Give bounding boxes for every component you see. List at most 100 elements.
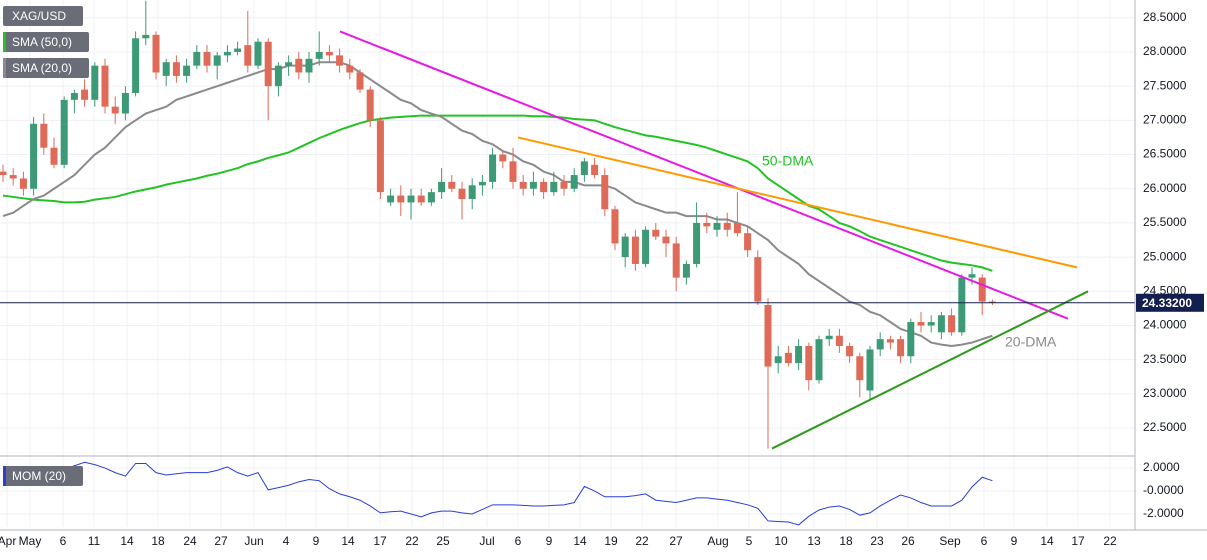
last-price-tag	[1136, 293, 1204, 312]
candle-body	[703, 222, 711, 227]
candle-body	[285, 62, 293, 66]
candle-body	[509, 161, 517, 182]
candle-body	[876, 339, 884, 350]
annotation: 20-DMA	[1005, 334, 1057, 350]
candle-body	[81, 89, 89, 100]
x-tick-label: 25	[436, 534, 450, 548]
x-tick-label: 19	[604, 534, 618, 548]
y-tick-label: 2.0000	[1143, 460, 1180, 474]
candle-body	[682, 263, 690, 278]
candle-body	[397, 195, 405, 203]
y-tick-label: 23.5000	[1143, 352, 1187, 366]
moving-average-line	[2, 61, 993, 348]
candle-body	[591, 164, 599, 176]
x-tick-label: 4	[283, 534, 290, 548]
y-tick-label: 24.0000	[1143, 318, 1187, 332]
x-tick-label: 10	[774, 534, 788, 548]
x-tick-label: Jul	[479, 534, 494, 548]
candle-body	[387, 195, 395, 203]
candle-body	[132, 38, 140, 93]
candle-body	[662, 236, 670, 244]
candle-body	[19, 178, 27, 189]
candle-body	[274, 65, 282, 87]
y-tick-label: 27.0000	[1143, 113, 1187, 127]
candle-body	[366, 89, 374, 121]
x-tick-label: 9	[313, 534, 320, 548]
candle-body	[489, 154, 497, 182]
candle-body	[325, 51, 333, 56]
x-tick-label: 14	[1040, 534, 1054, 548]
momentum-line	[2, 461, 993, 526]
trendline	[771, 290, 1089, 450]
candle-body	[70, 92, 78, 100]
x-tick-label: May	[19, 534, 42, 548]
candle-body	[91, 65, 99, 100]
candle-body	[438, 181, 446, 193]
y-tick-label: 26.5000	[1143, 147, 1187, 161]
y-tick-label: -0.0000	[1143, 483, 1184, 497]
x-tick-label: 26	[901, 534, 915, 548]
candle-body	[733, 222, 741, 234]
x-tick-label: Aug	[707, 534, 728, 548]
candle-body	[223, 51, 231, 56]
x-tick-label: 6	[981, 534, 988, 548]
candle-body	[560, 181, 568, 189]
candle-body	[815, 339, 823, 381]
legend-box	[3, 58, 89, 78]
candle-body	[784, 352, 792, 364]
candle-body	[121, 92, 129, 114]
candle-body	[417, 195, 425, 203]
candle-body	[693, 222, 701, 264]
candle-body	[427, 192, 435, 203]
candle-body	[835, 335, 843, 347]
legend-label: XAG/USD	[12, 9, 66, 23]
candle-body	[305, 58, 313, 73]
x-tick-label: 18	[151, 534, 165, 548]
y-tick-label: 27.5000	[1143, 78, 1187, 92]
candle-body	[723, 222, 731, 230]
y-tick-label: 28.5000	[1143, 10, 1187, 24]
candle-body	[937, 315, 945, 333]
candle-body	[142, 34, 150, 39]
candle-body	[478, 181, 486, 186]
candle-body	[866, 349, 874, 391]
legend-label: MOM (20)	[12, 469, 66, 483]
overlay: 22.500023.000023.500024.000024.500025.00…	[0, 6, 1204, 548]
x-tick-label: 5	[746, 534, 753, 548]
candle-body	[805, 346, 813, 381]
x-tick-label: 22	[1103, 534, 1117, 548]
candle-body	[336, 55, 344, 66]
candle-body	[540, 181, 548, 193]
candle-body	[213, 55, 221, 66]
legend-label: SMA (20,0)	[12, 61, 72, 75]
x-tick-label: 17	[1071, 534, 1085, 548]
trendline	[339, 30, 1069, 320]
x-tick-label: 14	[120, 534, 134, 548]
candle-body	[234, 48, 242, 52]
legend-swatch	[3, 32, 6, 52]
candle-body	[0, 171, 7, 176]
candle-body	[407, 195, 415, 203]
candle-body	[264, 41, 272, 87]
candle-body	[978, 277, 986, 302]
candle-body	[846, 346, 854, 357]
candle-body	[672, 243, 680, 278]
x-tick-label: 11	[88, 534, 101, 548]
candle-body	[764, 304, 772, 367]
y-tick-label: 22.5000	[1143, 420, 1187, 434]
legend-box	[3, 466, 83, 486]
x-tick-label: 6	[60, 534, 67, 548]
legend-box	[3, 6, 83, 26]
candle-body	[519, 181, 527, 189]
y-tick-label: 28.0000	[1143, 44, 1187, 58]
candle-body	[254, 41, 262, 66]
candle-body	[774, 356, 782, 364]
last-price-label: 24.33200	[1142, 296, 1192, 310]
candle-body	[550, 181, 558, 193]
legend-swatch	[3, 466, 6, 486]
candle-body	[611, 209, 619, 244]
candle-body	[580, 161, 588, 176]
candle-body	[907, 322, 915, 357]
x-tick-label: 6	[515, 534, 522, 548]
